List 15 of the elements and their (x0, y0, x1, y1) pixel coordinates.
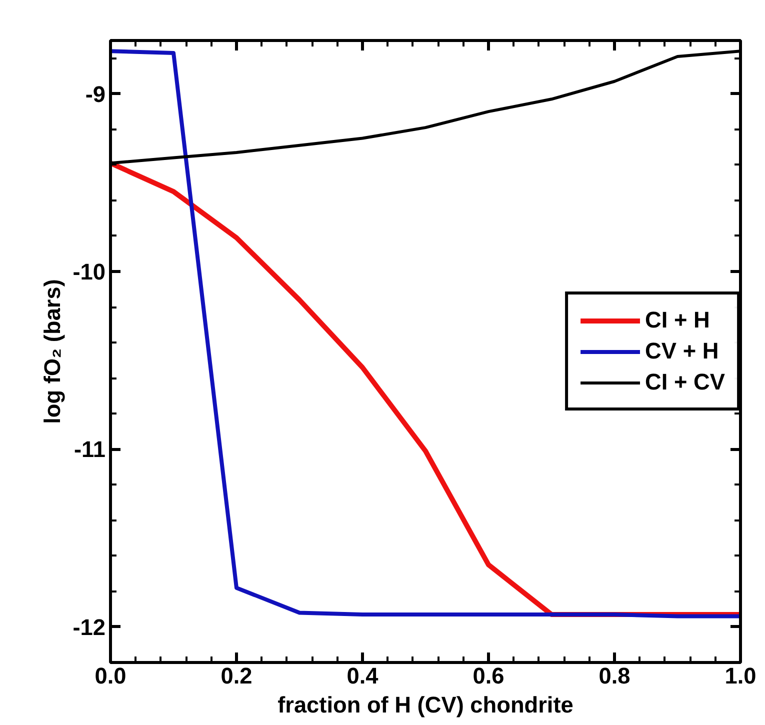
x-tick-label: 0.0 (94, 662, 126, 688)
x-tick-label: 0.2 (220, 662, 252, 688)
legend-label: CI + CV (645, 368, 725, 396)
y-tick-label: -9 (85, 80, 106, 107)
y-axis-title: log fO₂ (bars) (38, 279, 65, 424)
y-tick-label: -11 (74, 436, 106, 462)
legend-label: CI + H (645, 306, 710, 334)
y-tick-label: -12 (72, 614, 106, 640)
x-tick-label: 0.4 (346, 662, 379, 688)
legend-label: CV + H (645, 338, 719, 364)
x-tick-label: 0.8 (598, 662, 630, 688)
x-tick-label: 0.6 (472, 662, 504, 688)
x-axis-title: fraction of H (CV) chondrite (278, 692, 574, 718)
x-tick-label: 1.0 (724, 662, 756, 688)
y-tick-label: -10 (72, 258, 106, 285)
